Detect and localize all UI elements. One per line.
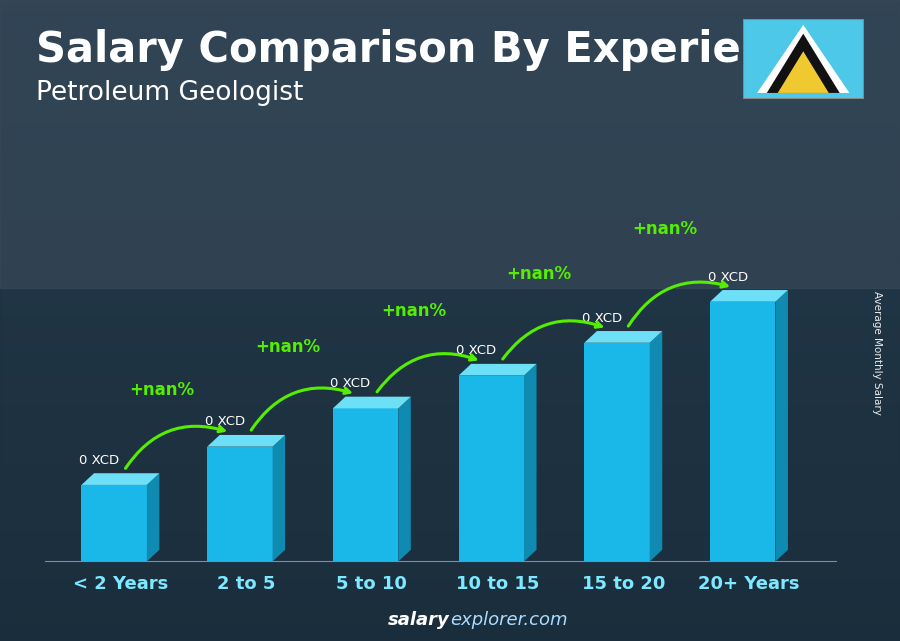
Text: 0 XCD: 0 XCD — [707, 271, 748, 283]
Text: explorer.com: explorer.com — [450, 612, 568, 629]
Text: +nan%: +nan% — [632, 220, 698, 238]
Polygon shape — [757, 25, 850, 93]
Bar — [0, 0, 900, 288]
Text: +nan%: +nan% — [255, 338, 320, 356]
Text: 0 XCD: 0 XCD — [581, 312, 622, 324]
Bar — [207, 447, 273, 562]
Bar — [459, 376, 524, 562]
Polygon shape — [82, 473, 159, 485]
Text: 0 XCD: 0 XCD — [79, 454, 119, 467]
Polygon shape — [584, 331, 662, 343]
Text: Average Monthly Salary: Average Monthly Salary — [872, 290, 883, 415]
Text: 0 XCD: 0 XCD — [330, 377, 371, 390]
Text: +nan%: +nan% — [381, 302, 446, 320]
Polygon shape — [710, 290, 788, 302]
Polygon shape — [459, 364, 536, 376]
Polygon shape — [776, 290, 788, 562]
Polygon shape — [767, 33, 840, 93]
Polygon shape — [207, 435, 285, 447]
Polygon shape — [147, 473, 159, 562]
Text: 0 XCD: 0 XCD — [204, 415, 245, 428]
Bar — [82, 485, 147, 562]
Polygon shape — [778, 51, 829, 93]
Text: Salary Comparison By Experience: Salary Comparison By Experience — [36, 29, 824, 71]
Polygon shape — [650, 331, 662, 562]
Text: +nan%: +nan% — [507, 265, 572, 283]
Polygon shape — [524, 364, 536, 562]
Polygon shape — [399, 397, 410, 562]
Text: 0 XCD: 0 XCD — [456, 344, 496, 358]
Bar — [710, 302, 776, 562]
Text: salary: salary — [388, 612, 450, 629]
Polygon shape — [333, 397, 410, 408]
Bar — [584, 343, 650, 562]
Bar — [333, 408, 399, 562]
Text: +nan%: +nan% — [130, 381, 194, 399]
Polygon shape — [273, 435, 285, 562]
Text: Petroleum Geologist: Petroleum Geologist — [36, 80, 303, 106]
